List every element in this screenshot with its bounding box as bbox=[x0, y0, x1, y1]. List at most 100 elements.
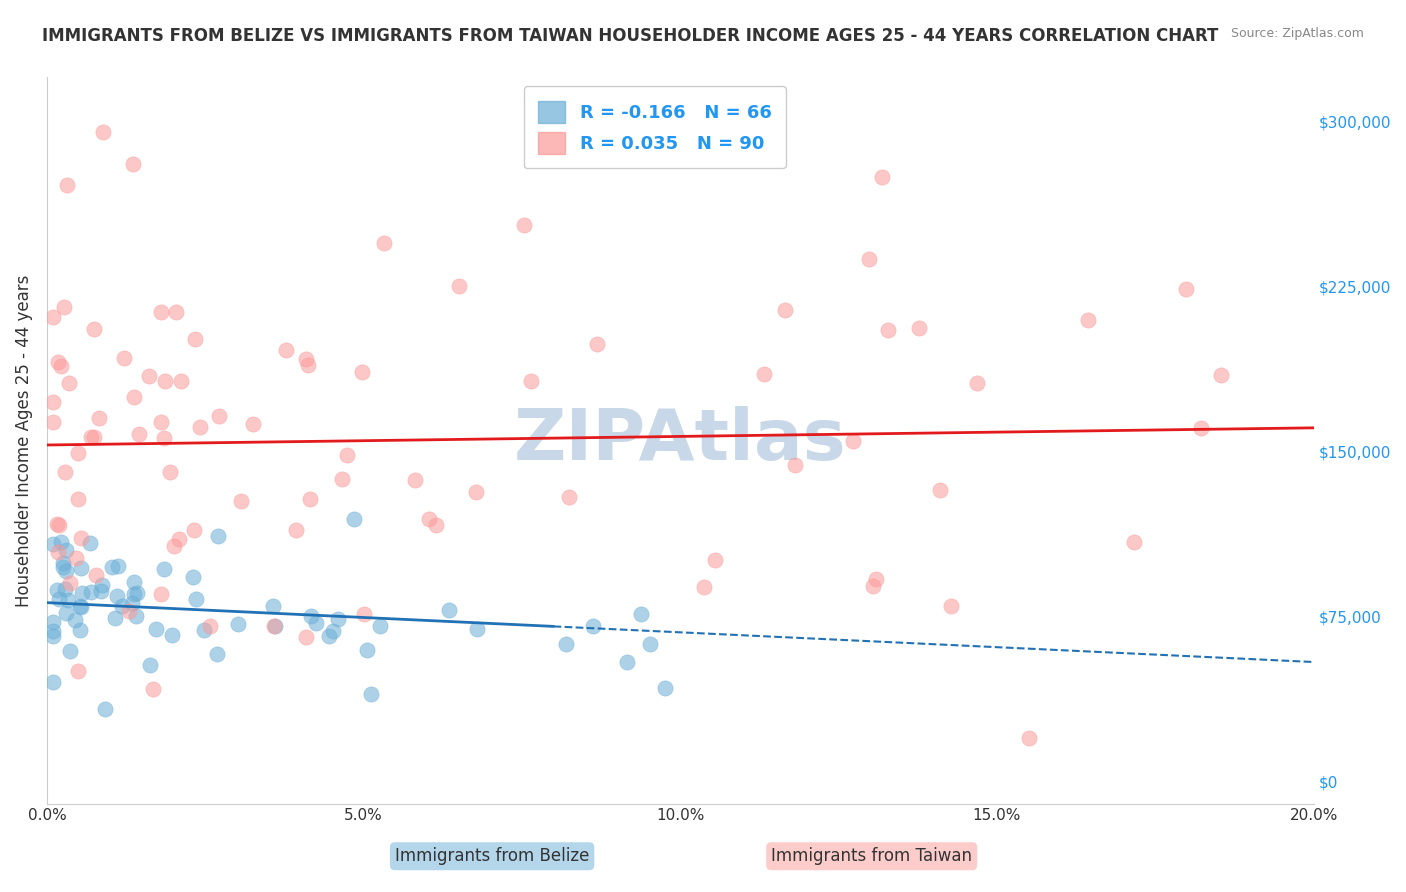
Point bbox=[165, 305, 187, 319]
Point bbox=[193, 623, 215, 637]
Point bbox=[51, 535, 73, 549]
Point bbox=[145, 622, 167, 636]
Point bbox=[52, 556, 75, 570]
Point bbox=[45, 516, 67, 531]
Point bbox=[90, 583, 112, 598]
Point bbox=[142, 681, 165, 696]
Point bbox=[128, 426, 150, 441]
Point bbox=[654, 681, 676, 695]
Point bbox=[373, 235, 395, 250]
Point bbox=[65, 613, 87, 627]
Point bbox=[150, 304, 173, 318]
Point bbox=[638, 637, 661, 651]
Point bbox=[305, 615, 328, 630]
Point bbox=[775, 303, 797, 318]
Point bbox=[907, 321, 929, 335]
Text: Immigrants from Belize: Immigrants from Belize bbox=[395, 847, 589, 865]
Point bbox=[55, 606, 77, 620]
Point bbox=[418, 512, 440, 526]
Text: Immigrants from Taiwan: Immigrants from Taiwan bbox=[772, 847, 972, 865]
Point bbox=[70, 600, 93, 615]
Point bbox=[91, 578, 114, 592]
Point bbox=[91, 125, 114, 139]
Point bbox=[356, 642, 378, 657]
Point bbox=[295, 352, 318, 367]
Point bbox=[464, 485, 486, 500]
Point bbox=[125, 585, 148, 599]
Point bbox=[336, 448, 359, 462]
Point bbox=[181, 570, 204, 584]
Point bbox=[52, 559, 75, 574]
Point bbox=[1018, 731, 1040, 745]
Point bbox=[263, 619, 285, 633]
Point bbox=[284, 523, 307, 537]
Point bbox=[56, 593, 79, 607]
Point bbox=[42, 415, 65, 429]
Point bbox=[353, 607, 375, 622]
Point bbox=[42, 394, 65, 409]
Point bbox=[1211, 368, 1233, 383]
Point bbox=[929, 483, 952, 498]
Point bbox=[167, 532, 190, 546]
Point bbox=[465, 622, 488, 636]
Point bbox=[46, 355, 69, 369]
Point bbox=[449, 279, 471, 293]
Point bbox=[121, 596, 143, 610]
Point bbox=[84, 567, 107, 582]
Point bbox=[208, 409, 231, 424]
Point bbox=[343, 512, 366, 526]
Point bbox=[58, 644, 80, 658]
Point bbox=[298, 491, 321, 506]
Point bbox=[519, 374, 541, 388]
Point bbox=[360, 687, 382, 701]
Point bbox=[153, 374, 176, 388]
Point bbox=[330, 472, 353, 486]
Y-axis label: Householder Income Ages 25 - 44 years: Householder Income Ages 25 - 44 years bbox=[15, 275, 32, 607]
Point bbox=[107, 559, 129, 574]
Point bbox=[83, 429, 105, 443]
Point bbox=[616, 655, 638, 669]
Point bbox=[118, 604, 141, 618]
Point bbox=[229, 494, 252, 508]
Point bbox=[858, 252, 880, 267]
Point bbox=[299, 609, 322, 624]
Point bbox=[318, 629, 340, 643]
Legend: R = -0.166   N = 66, R = 0.035   N = 90: R = -0.166 N = 66, R = 0.035 N = 90 bbox=[524, 87, 786, 169]
Point bbox=[101, 560, 124, 574]
Point bbox=[183, 523, 205, 537]
Point bbox=[582, 619, 605, 633]
Point bbox=[754, 367, 776, 381]
Point bbox=[149, 587, 172, 601]
Text: Source: ZipAtlas.com: Source: ZipAtlas.com bbox=[1230, 27, 1364, 40]
Point bbox=[48, 592, 70, 607]
Point bbox=[1123, 535, 1146, 549]
Point bbox=[262, 599, 284, 614]
Point bbox=[70, 531, 93, 545]
Point bbox=[80, 430, 103, 444]
Point bbox=[104, 610, 127, 624]
Text: ZIPAtlas: ZIPAtlas bbox=[515, 406, 846, 475]
Point bbox=[693, 580, 716, 594]
Point bbox=[207, 529, 229, 543]
Point bbox=[112, 351, 135, 365]
Point bbox=[105, 589, 128, 603]
Point bbox=[56, 178, 79, 193]
Point bbox=[150, 416, 173, 430]
Point bbox=[124, 390, 146, 404]
Point bbox=[80, 585, 103, 599]
Point bbox=[1077, 313, 1099, 327]
Point bbox=[122, 586, 145, 600]
Point bbox=[513, 218, 536, 232]
Point bbox=[53, 465, 76, 479]
Point bbox=[297, 358, 319, 372]
Point bbox=[59, 576, 82, 591]
Point bbox=[328, 612, 350, 626]
Point bbox=[67, 446, 90, 460]
Point bbox=[842, 434, 865, 449]
Point bbox=[188, 420, 211, 434]
Point bbox=[52, 301, 75, 315]
Point bbox=[42, 537, 65, 551]
Point bbox=[48, 517, 70, 532]
Point bbox=[437, 602, 460, 616]
Point bbox=[870, 169, 893, 184]
